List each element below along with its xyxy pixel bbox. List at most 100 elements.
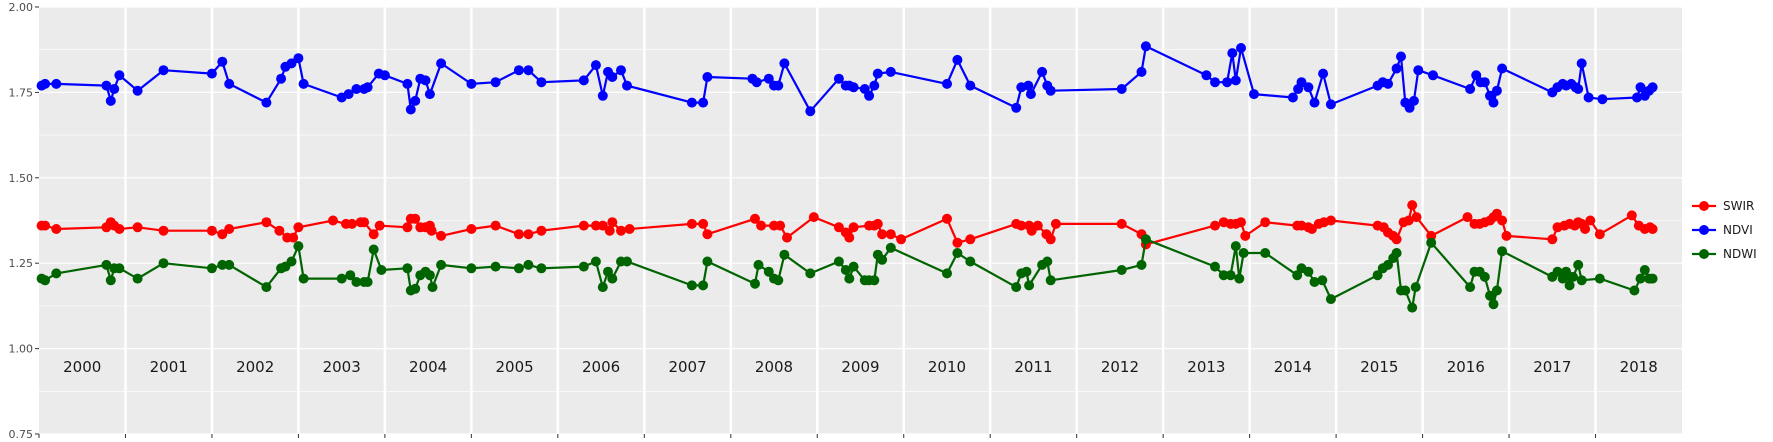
data-point-ndwi [753,259,764,270]
data-point-ndwi [1639,265,1650,275]
data-point-swir [1497,215,1508,226]
data-point-ndvi [109,84,120,94]
data-point-ndvi [1249,89,1259,100]
data-point-ndvi [622,80,632,91]
data-point-ndwi [1011,282,1022,293]
data-point-ndwi [1230,241,1241,252]
data-point-ndwi [1497,246,1508,257]
data-point-ndwi [1573,259,1584,270]
data-point-ndwi [1629,285,1640,296]
data-point-ndvi [51,78,62,89]
data-point-swir [374,220,385,231]
data-point-swir [1491,208,1502,219]
legend-key-point [1699,201,1709,211]
data-point-ndvi [616,65,626,76]
legend: SWIR NDVI NDWI [1692,199,1757,261]
data-point-ndvi [1201,70,1212,81]
data-point-ndwi [368,244,379,255]
data-point-swir [844,232,855,243]
grid-lines [39,6,1682,435]
year-label: 2009 [841,358,879,376]
data-point-ndvi [362,82,373,93]
data-point-ndvi [40,78,51,89]
data-point-ndwi [293,241,304,252]
data-point-swir [848,222,859,233]
data-point-swir [1585,215,1596,226]
data-point-ndvi [1037,66,1048,77]
data-point-ndvi [1573,84,1584,94]
data-point-ndvi [1011,102,1022,113]
data-point-ndvi [952,54,963,65]
data-point-swir [410,213,421,224]
data-point-swir [328,215,338,226]
data-point-ndwi [844,273,855,284]
data-point-ndvi [1597,94,1608,105]
data-point-ndwi [114,263,125,274]
data-point-ndvi [1136,66,1147,77]
data-point-swir [402,222,413,233]
data-point-ndvi [536,77,547,88]
data-point-ndwi [1391,248,1402,258]
data-point-ndwi [779,249,790,260]
data-point-ndwi [1042,256,1053,267]
data-point-ndvi [848,82,859,93]
data-point-ndvi [1309,97,1320,108]
year-label: 2012 [1101,358,1139,376]
data-point-ndvi [578,75,589,86]
data-point-ndwi [942,268,952,279]
data-point-ndwi [805,268,816,279]
data-point-swir [590,220,601,231]
legend-item-swir: SWIR [1692,199,1754,213]
data-point-ndwi [698,280,709,291]
data-point-ndvi [779,58,790,69]
data-point-swir [132,222,143,233]
data-point-ndvi [1227,48,1238,59]
data-point-swir [578,220,589,231]
year-label: 2011 [1014,358,1052,376]
data-point-ndwi [1218,270,1229,281]
data-point-ndvi [286,58,297,69]
year-label: 2017 [1533,358,1571,376]
year-label: 2003 [323,358,361,376]
data-point-swir [206,225,217,236]
data-point-swir [775,220,786,231]
data-point-ndvi [1025,89,1036,100]
data-point-swir [224,224,235,234]
series-ndwi [36,234,1658,313]
data-point-ndwi [1325,294,1336,305]
data-point-ndwi [1140,234,1151,245]
data-point-ndvi [523,65,534,76]
data-point-ndvi [698,97,709,108]
y-tick-label: 0.75 [9,428,34,441]
data-point-ndvi [1210,77,1220,88]
year-label: 2007 [668,358,706,376]
data-point-swir [466,224,477,234]
data-point-ndwi [105,275,116,286]
data-point-swir [756,220,767,231]
data-point-ndvi [1140,41,1151,52]
data-point-ndwi [1024,280,1035,291]
data-point-swir [942,213,952,224]
data-point-swir [1501,230,1512,241]
data-point-ndvi [1230,75,1241,86]
data-point-ndwi [763,266,774,277]
data-point-ndwi [1594,273,1605,284]
data-point-ndvi [1465,84,1476,94]
data-point-swir [1325,215,1336,226]
data-point-ndwi [1116,265,1127,275]
data-point-swir [51,224,62,234]
data-point-ndvi [420,75,431,86]
year-label: 2018 [1620,358,1658,376]
data-point-ndwi [286,256,297,267]
data-point-swir [1411,212,1422,223]
data-point-ndwi [622,256,632,267]
data-point-ndvi [351,84,362,94]
data-point-ndvi [206,68,217,79]
year-label: 2001 [150,358,188,376]
data-point-ndvi [436,58,447,69]
data-point-ndvi [298,78,309,89]
data-point-ndvi [1396,51,1406,62]
data-point-ndvi [1488,97,1499,108]
data-point-ndwi [513,263,524,274]
